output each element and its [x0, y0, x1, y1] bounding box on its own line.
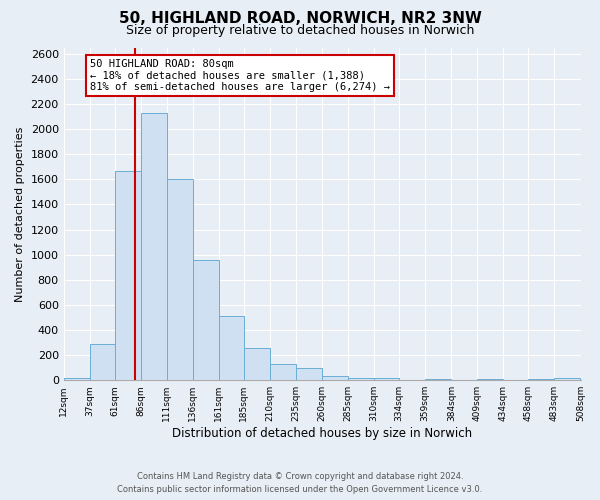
Text: 50, HIGHLAND ROAD, NORWICH, NR2 3NW: 50, HIGHLAND ROAD, NORWICH, NR2 3NW	[119, 11, 481, 26]
Bar	[348, 378, 374, 380]
Bar	[374, 378, 399, 380]
Bar	[270, 364, 296, 380]
Bar	[554, 378, 580, 380]
Bar	[244, 348, 270, 380]
Bar	[322, 376, 348, 380]
Text: 50 HIGHLAND ROAD: 80sqm
← 18% of detached houses are smaller (1,388)
81% of semi: 50 HIGHLAND ROAD: 80sqm ← 18% of detache…	[90, 59, 390, 92]
Y-axis label: Number of detached properties: Number of detached properties	[15, 126, 25, 302]
X-axis label: Distribution of detached houses by size in Norwich: Distribution of detached houses by size …	[172, 427, 472, 440]
Bar	[478, 379, 503, 380]
Text: Size of property relative to detached houses in Norwich: Size of property relative to detached ho…	[126, 24, 474, 37]
Bar	[296, 368, 322, 380]
Bar	[115, 170, 141, 380]
Bar	[219, 316, 244, 380]
Bar	[193, 260, 219, 380]
Bar	[64, 378, 90, 380]
Bar	[141, 113, 167, 380]
Text: Contains HM Land Registry data © Crown copyright and database right 2024.
Contai: Contains HM Land Registry data © Crown c…	[118, 472, 482, 494]
Bar	[90, 344, 115, 380]
Bar	[425, 379, 451, 380]
Bar	[167, 180, 193, 380]
Bar	[529, 379, 554, 380]
